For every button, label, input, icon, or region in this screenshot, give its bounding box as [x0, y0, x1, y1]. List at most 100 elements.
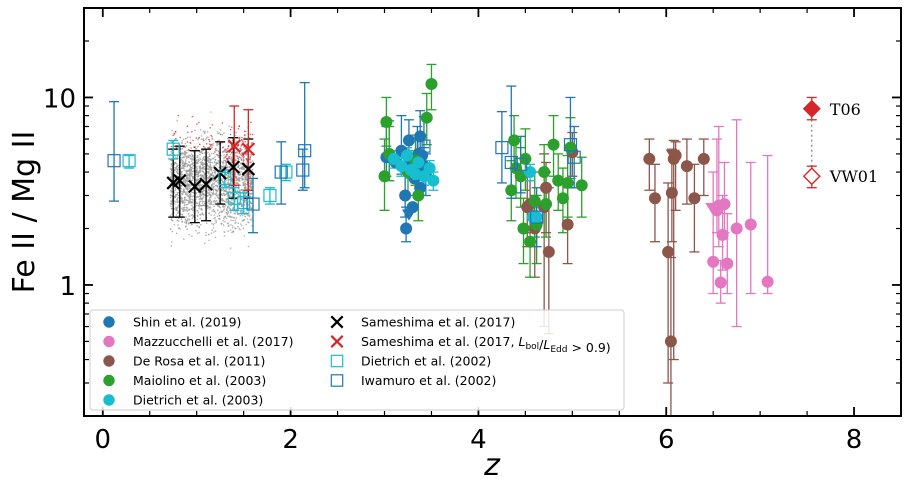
- legend-label-part: L: [543, 337, 550, 352]
- cloud-point: [175, 206, 177, 209]
- cloud-point: [216, 162, 218, 164]
- cloud-point: [216, 194, 219, 196]
- cloud-point: [206, 195, 209, 197]
- cloud-point: [243, 186, 246, 189]
- cloud-point: [191, 217, 194, 219]
- cloud-point: [218, 205, 220, 207]
- cloud-point: [176, 206, 179, 209]
- mazzucchelli-point: [730, 222, 743, 235]
- cloud-point: [245, 186, 247, 188]
- cloud-point: [243, 235, 246, 237]
- cloud-point: [181, 221, 183, 223]
- cloud-point: [211, 172, 214, 174]
- maiolino-point: [528, 195, 541, 208]
- cloud-point: [223, 159, 225, 162]
- cloud-point: [173, 132, 176, 135]
- cloud-point: [250, 202, 253, 205]
- cloud-point: [172, 134, 174, 136]
- cloud-point: [236, 211, 239, 214]
- cloud-point: [229, 128, 232, 131]
- maiolino-point: [575, 179, 588, 192]
- cloud-point: [176, 199, 178, 201]
- cloud-point: [197, 145, 199, 148]
- cloud-point: [231, 226, 234, 229]
- cloud-point: [227, 180, 230, 182]
- cloud-point: [197, 196, 200, 198]
- cloud-point: [242, 140, 244, 143]
- cloud-point: [169, 194, 172, 197]
- cloud-point: [241, 210, 243, 213]
- legend-label-part: L: [518, 334, 525, 349]
- cloud-point: [174, 188, 177, 190]
- legend-label-derosa: De Rosa et al. (2011): [133, 354, 265, 369]
- cloud-point: [201, 202, 204, 204]
- cloud-point: [215, 199, 218, 202]
- cloud-point: [201, 204, 204, 206]
- cloud-point: [170, 207, 173, 210]
- cloud-point: [229, 215, 231, 217]
- cloud-point: [184, 218, 187, 220]
- cloud-point: [227, 175, 229, 177]
- cloud-point: [191, 166, 193, 168]
- cloud-point: [186, 149, 188, 152]
- cloud-point: [213, 175, 215, 177]
- cloud-point: [210, 202, 212, 205]
- cloud-point: [246, 176, 248, 178]
- cloud-point: [192, 167, 194, 170]
- cloud-point: [183, 196, 186, 199]
- cloud-point: [180, 218, 183, 220]
- cloud-point: [200, 184, 203, 186]
- cloud-point: [209, 127, 212, 129]
- cloud-point: [207, 136, 209, 138]
- cloud-point: [252, 176, 254, 178]
- cloud-point: [176, 192, 179, 194]
- dietrich03-point: [423, 162, 436, 175]
- cloud-point: [203, 158, 206, 161]
- derosa-point: [680, 160, 693, 173]
- cloud-point: [200, 161, 203, 163]
- cloud-point: [239, 215, 241, 217]
- cloud-point: [186, 203, 189, 206]
- reference-label-vw01: VW01: [829, 167, 878, 186]
- cloud-point: [183, 181, 185, 183]
- cloud-point: [184, 165, 186, 167]
- cloud-point: [224, 190, 226, 192]
- dietrich02-point: [263, 188, 277, 203]
- cloud-point: [221, 185, 223, 188]
- cloud-point: [222, 224, 225, 226]
- cloud-point: [238, 136, 241, 139]
- cloud-point: [221, 193, 223, 196]
- cloud-point: [183, 164, 185, 166]
- cloud-point: [181, 147, 184, 150]
- cloud-point: [208, 153, 211, 155]
- cloud-point: [245, 183, 248, 186]
- iwamuro-point: [296, 163, 310, 177]
- cloud-point: [192, 162, 195, 165]
- maiolino-point: [540, 198, 553, 211]
- cloud-point: [199, 217, 201, 220]
- cloud-point: [171, 173, 173, 176]
- mazzucchelli-point: [707, 255, 720, 268]
- cloud-point: [208, 208, 211, 210]
- cloud-point: [217, 132, 219, 135]
- cloud-point: [242, 219, 245, 221]
- cloud-point: [214, 148, 217, 150]
- cloud-point: [177, 224, 179, 226]
- legend-label-part: bol: [525, 342, 539, 352]
- cloud-point: [214, 188, 217, 191]
- mazzucchelli-point: [718, 198, 731, 211]
- cloud-point: [213, 222, 216, 225]
- cloud-point: [249, 182, 252, 184]
- cloud-point: [210, 185, 213, 187]
- maiolino-point: [380, 115, 393, 128]
- cloud-point: [180, 187, 182, 189]
- cloud-point: [200, 162, 203, 165]
- cloud-point: [228, 207, 231, 209]
- cloud-point: [246, 218, 249, 220]
- cloud-point: [217, 187, 220, 190]
- cloud-point: [245, 130, 247, 133]
- cloud-point: [186, 184, 188, 186]
- iwamuro-point: [246, 197, 260, 211]
- cloud-point: [202, 156, 205, 158]
- cloud-point: [229, 211, 232, 213]
